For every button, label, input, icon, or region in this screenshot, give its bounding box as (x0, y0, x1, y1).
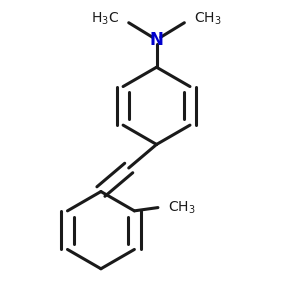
Text: N: N (150, 32, 164, 50)
Text: H$_3$C: H$_3$C (92, 10, 120, 27)
Text: CH$_3$: CH$_3$ (194, 10, 221, 27)
Text: CH$_3$: CH$_3$ (168, 200, 196, 216)
